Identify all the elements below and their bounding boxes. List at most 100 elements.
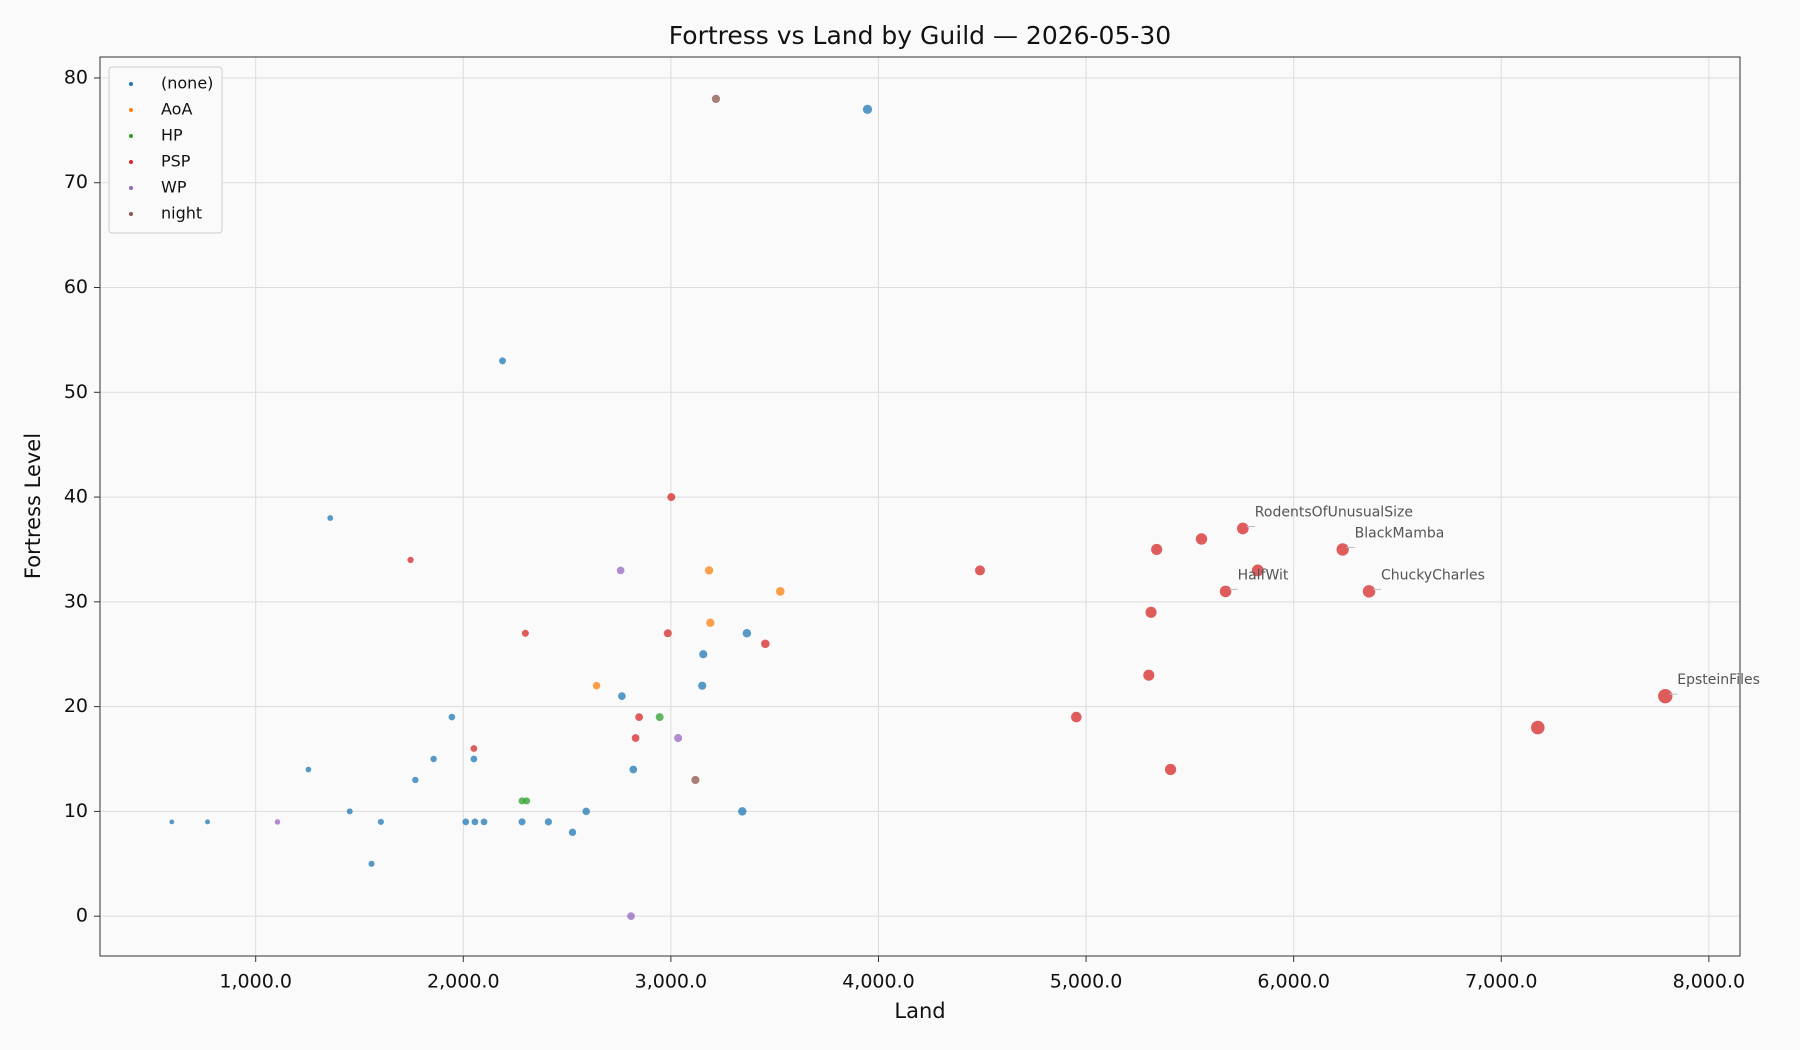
point (1145, 606, 1157, 618)
point (582, 807, 590, 816)
legend-marker (129, 160, 133, 164)
x-axis-label: Land (894, 999, 945, 1023)
point (655, 713, 664, 722)
point (629, 765, 638, 774)
point (706, 618, 715, 627)
x-tick-label: 4,000.0 (842, 971, 915, 993)
legend-marker (129, 134, 133, 138)
y-tick-label: 0 (76, 905, 88, 927)
y-tick-label: 10 (64, 800, 88, 822)
point (523, 797, 531, 805)
annotation: ChuckyCharles (1381, 567, 1485, 583)
x-tick-label: 2,000.0 (427, 971, 500, 993)
point (674, 734, 683, 743)
point (1151, 543, 1163, 556)
point (592, 681, 601, 690)
point (470, 745, 478, 752)
point (462, 818, 470, 826)
point (430, 755, 437, 763)
point (305, 766, 312, 773)
point (1195, 533, 1208, 545)
point (698, 681, 707, 690)
legend-marker (129, 212, 133, 216)
y-tick-label: 50 (64, 381, 88, 403)
point (635, 713, 644, 722)
point (521, 629, 529, 637)
point (761, 639, 770, 649)
point (1251, 564, 1264, 577)
point (616, 566, 625, 575)
point (327, 515, 334, 521)
point (975, 565, 985, 576)
point (775, 587, 785, 596)
plot-frame (99, 56, 1741, 957)
y-tick-label: 80 (64, 66, 88, 88)
legend-label: WP (161, 178, 187, 197)
legend-label: AoA (161, 100, 192, 119)
point (470, 755, 478, 763)
legend-marker (129, 108, 133, 112)
x-tick-label: 7,000.0 (1465, 971, 1538, 993)
legend-label: night (161, 204, 202, 223)
point (1236, 522, 1249, 535)
point (667, 493, 676, 502)
point (499, 357, 506, 365)
y-tick-label: 20 (64, 695, 88, 717)
x-tick-label: 6,000.0 (1257, 971, 1330, 993)
point (704, 566, 714, 575)
y-tick-label: 30 (64, 590, 88, 612)
legend: (none) AoA HP PSP WP night (108, 66, 223, 234)
legend-label: HP (161, 126, 183, 145)
legend-box (108, 66, 223, 234)
point (627, 912, 635, 921)
point (412, 776, 419, 784)
point (368, 860, 375, 867)
x-tick-label: 5,000.0 (1050, 971, 1123, 993)
x-tick-label: 1,000.0 (219, 971, 292, 993)
y-tick-label: 40 (64, 486, 88, 508)
point (169, 819, 175, 825)
point (1219, 585, 1232, 598)
point (1531, 720, 1545, 735)
point (518, 818, 526, 826)
annotation: RodentsOfUnusualSize (1255, 505, 1413, 521)
point (1071, 711, 1082, 723)
annotation: EpsteinFiles (1677, 672, 1760, 688)
annotation: BlackMamba (1355, 525, 1445, 541)
point (568, 828, 577, 837)
y-tick-label: 60 (64, 276, 88, 298)
y-tick-label: 70 (64, 171, 88, 193)
point (205, 819, 211, 825)
point (1164, 763, 1177, 776)
chart-title: Fortress vs Land by Guild — 2026-05-30 (669, 21, 1171, 50)
point (1362, 585, 1376, 598)
x-tick-label: 3,000.0 (635, 971, 708, 993)
point (544, 818, 553, 826)
point (711, 94, 721, 104)
point (480, 818, 488, 826)
point (1658, 688, 1673, 704)
legend-marker (129, 186, 133, 190)
legend-label: PSP (161, 152, 191, 171)
point (699, 650, 708, 659)
point (377, 818, 384, 825)
point (448, 713, 456, 721)
point (274, 819, 281, 825)
annotation: HalfWit (1238, 567, 1289, 583)
point (1336, 543, 1349, 556)
point (1143, 669, 1155, 681)
point (862, 104, 873, 115)
point (346, 808, 353, 815)
point (631, 734, 640, 742)
point (691, 775, 700, 785)
point (407, 556, 414, 564)
legend-label: (none) (161, 74, 213, 93)
point (663, 629, 672, 638)
point (618, 692, 626, 700)
point (742, 629, 752, 638)
x-tick-label: 8,000.0 (1673, 971, 1746, 993)
point (471, 818, 479, 826)
